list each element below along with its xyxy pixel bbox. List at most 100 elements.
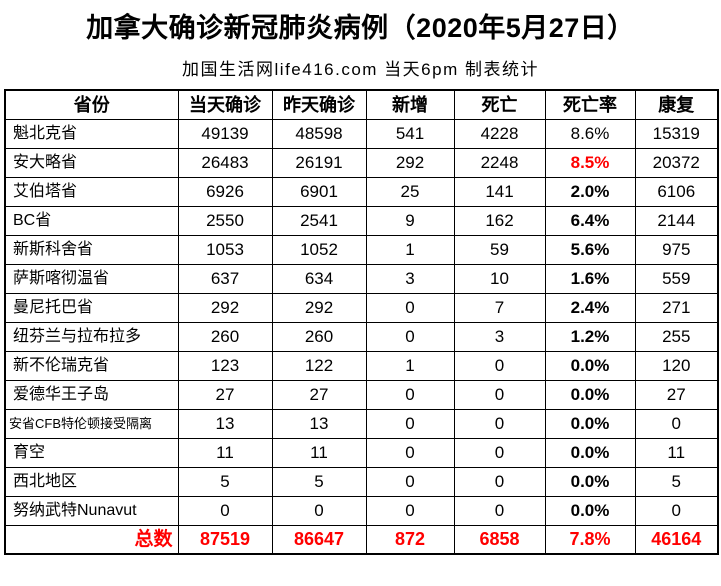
value-cell: 59	[453, 234, 546, 265]
total-value-cell: 7.8%	[544, 524, 636, 555]
table-row: 努纳武特Nunavut 0 0 0 0 0.0% 0	[4, 495, 719, 526]
column-header: 当天确诊	[177, 89, 273, 120]
value-cell: 11	[634, 437, 719, 468]
total-value-cell: 87519	[177, 524, 273, 555]
province-cell: 曼尼托巴省	[4, 292, 179, 323]
column-header: 昨天确诊	[271, 89, 367, 120]
province-cell: 新斯科舍省	[4, 234, 179, 265]
province-cell: 新不伦瑞克省	[4, 350, 179, 381]
province-cell: 安大略省	[4, 147, 179, 178]
death-rate-cell: 0.0%	[544, 379, 636, 410]
value-cell: 27	[271, 379, 367, 410]
death-rate-cell: 1.2%	[544, 321, 636, 352]
province-cell: 艾伯塔省	[4, 176, 179, 207]
value-cell: 0	[453, 379, 546, 410]
value-cell: 0	[365, 379, 455, 410]
value-cell: 0	[365, 437, 455, 468]
value-cell: 11	[177, 437, 273, 468]
value-cell: 0	[453, 350, 546, 381]
covid-table: 省份 当天确诊 昨天确诊 新增 死亡 死亡率 康复 魁北克省 49139 48598 541 422…	[4, 89, 719, 555]
table-row: 安大略省 26483 26191 292 2248 8.5% 20372	[4, 147, 719, 178]
value-cell: 1	[365, 234, 455, 265]
province-cell: 西北地区	[4, 466, 179, 497]
value-cell: 2550	[177, 205, 273, 236]
value-cell: 7	[453, 292, 546, 323]
value-cell: 0	[365, 292, 455, 323]
value-cell: 13	[177, 408, 273, 439]
value-cell: 26483	[177, 147, 273, 178]
value-cell: 5	[177, 466, 273, 497]
total-value-cell: 46164	[634, 524, 719, 555]
death-rate-cell: 8.6%	[544, 118, 636, 149]
value-cell: 9	[365, 205, 455, 236]
death-rate-cell: 1.6%	[544, 263, 636, 294]
value-cell: 1052	[271, 234, 367, 265]
value-cell: 634	[271, 263, 367, 294]
value-cell: 271	[634, 292, 719, 323]
table-row: 爱德华王子岛 27 27 0 0 0.0% 27	[4, 379, 719, 410]
value-cell: 2144	[634, 205, 719, 236]
header-row: 省份 当天确诊 昨天确诊 新增 死亡 死亡率 康复	[4, 89, 719, 120]
death-rate-cell: 0.0%	[544, 495, 636, 526]
death-rate-cell: 5.6%	[544, 234, 636, 265]
province-cell: 育空	[4, 437, 179, 468]
column-header: 死亡率	[544, 89, 636, 120]
death-rate-cell: 0.0%	[544, 437, 636, 468]
value-cell: 10	[453, 263, 546, 294]
value-cell: 1	[365, 350, 455, 381]
table-row: 安省CFB特伦顿接受隔离 13 13 0 0 0.0% 0	[4, 408, 719, 439]
value-cell: 123	[177, 350, 273, 381]
value-cell: 3	[453, 321, 546, 352]
province-cell: 安省CFB特伦顿接受隔离	[4, 408, 179, 439]
value-cell: 2541	[271, 205, 367, 236]
value-cell: 27	[177, 379, 273, 410]
value-cell: 4228	[453, 118, 546, 149]
table-row: 曼尼托巴省 292 292 0 7 2.4% 271	[4, 292, 719, 323]
value-cell: 292	[271, 292, 367, 323]
table-row: 育空 11 11 0 0 0.0% 11	[4, 437, 719, 468]
value-cell: 292	[177, 292, 273, 323]
value-cell: 0	[453, 495, 546, 526]
value-cell: 5	[634, 466, 719, 497]
value-cell: 6926	[177, 176, 273, 207]
table-row: 纽芬兰与拉布拉多 260 260 0 3 1.2% 255	[4, 321, 719, 352]
value-cell: 5	[271, 466, 367, 497]
value-cell: 559	[634, 263, 719, 294]
value-cell: 11	[271, 437, 367, 468]
table-row: 西北地区 5 5 0 0 0.0% 5	[4, 466, 719, 497]
value-cell: 20372	[634, 147, 719, 178]
province-cell: 魁北克省	[4, 118, 179, 149]
value-cell: 49139	[177, 118, 273, 149]
column-header: 死亡	[453, 89, 546, 120]
province-cell: 爱德华王子岛	[4, 379, 179, 410]
value-cell: 15319	[634, 118, 719, 149]
value-cell: 975	[634, 234, 719, 265]
province-cell: 纽芬兰与拉布拉多	[4, 321, 179, 352]
total-row: 总数 87519 86647 872 6858 7.8% 46164	[4, 524, 719, 555]
value-cell: 13	[271, 408, 367, 439]
value-cell: 0	[177, 495, 273, 526]
province-cell: 努纳武特Nunavut	[4, 495, 179, 526]
death-rate-cell: 0.0%	[544, 350, 636, 381]
death-rate-cell: 6.4%	[544, 205, 636, 236]
subtitle: 加国生活网life416.com 当天6pm 制表统计	[182, 60, 539, 79]
death-rate-cell: 2.0%	[544, 176, 636, 207]
value-cell: 26191	[271, 147, 367, 178]
value-cell: 0	[453, 466, 546, 497]
column-header: 新增	[365, 89, 455, 120]
value-cell: 260	[177, 321, 273, 352]
value-cell: 2248	[453, 147, 546, 178]
value-cell: 6106	[634, 176, 719, 207]
value-cell: 0	[271, 495, 367, 526]
total-value-cell: 6858	[453, 524, 546, 555]
total-label: 总数	[4, 524, 179, 555]
value-cell: 0	[453, 408, 546, 439]
column-header: 康复	[634, 89, 719, 120]
value-cell: 255	[634, 321, 719, 352]
value-cell: 27	[634, 379, 719, 410]
value-cell: 292	[365, 147, 455, 178]
value-cell: 48598	[271, 118, 367, 149]
table-row: 新不伦瑞克省 123 122 1 0 0.0% 120	[4, 350, 719, 381]
death-rate-cell: 0.0%	[544, 466, 636, 497]
